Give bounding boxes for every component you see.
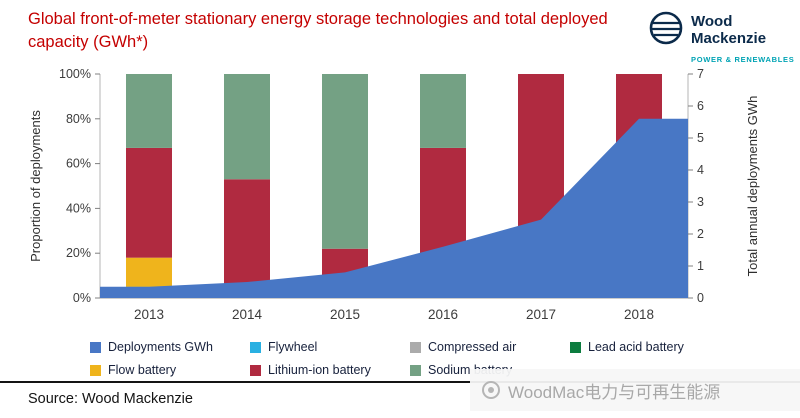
legend-item: Deployments GWh xyxy=(90,340,250,354)
left-tick-label: 40% xyxy=(66,201,91,215)
left-tick-label: 20% xyxy=(66,246,91,260)
left-tick-label: 0% xyxy=(73,291,91,305)
legend-label: Compressed air xyxy=(428,340,517,354)
category-label: 2014 xyxy=(232,307,263,322)
legend-swatch xyxy=(90,364,101,376)
logo-name: Wood Mackenzie xyxy=(691,13,767,47)
right-tick-label: 3 xyxy=(697,195,704,209)
legend-label: Flow battery xyxy=(108,363,177,377)
bar-segment xyxy=(126,74,172,148)
chart-legend: Deployments GWh Flywheel Compressed air Lea… xyxy=(90,340,770,386)
watermark-text: WoodMac电力与可再生能源 xyxy=(508,382,721,402)
watermark-icon xyxy=(482,381,500,399)
bar-segment xyxy=(322,74,368,249)
legend-swatch xyxy=(410,341,421,353)
deployments-area xyxy=(100,118,688,298)
legend-swatch xyxy=(250,364,261,376)
category-label: 2017 xyxy=(526,307,556,322)
legend-item: Flywheel xyxy=(250,340,410,354)
right-tick-label: 1 xyxy=(697,259,704,273)
chart-title: Global front-of-meter stationary energy … xyxy=(28,10,608,52)
category-label: 2016 xyxy=(428,307,458,322)
right-tick-label: 6 xyxy=(697,99,704,113)
legend-item: Lithium-ion battery xyxy=(250,363,410,377)
left-tick-label: 60% xyxy=(66,157,91,171)
category-label: 2018 xyxy=(624,307,654,322)
bar-segment xyxy=(420,74,466,148)
bar-segment xyxy=(224,74,270,180)
footer-divider xyxy=(0,381,800,383)
legend-label: Flywheel xyxy=(268,340,318,354)
category-label: 2015 xyxy=(330,307,360,322)
left-tick-label: 80% xyxy=(66,112,91,126)
woodmac-logo: Wood Mackenzie POWER & RENEWABLES xyxy=(648,10,794,64)
right-tick-label: 7 xyxy=(697,67,704,81)
legend-swatch xyxy=(90,341,101,353)
legend-swatch xyxy=(570,341,581,353)
woodmac-globe-icon xyxy=(648,10,684,51)
legend-swatch xyxy=(410,364,421,376)
right-tick-label: 2 xyxy=(697,227,704,241)
legend-label: Lithium-ion battery xyxy=(268,363,371,377)
right-tick-label: 0 xyxy=(697,291,704,305)
right-tick-label: 5 xyxy=(697,131,704,145)
logo-tagline: POWER & RENEWABLES xyxy=(691,55,795,64)
stacked-bar-area-chart: 0% 20% 40% 60% 80% 100% 0 1 2 3 4 5 6 7 2013 2014 2015 20… xyxy=(28,67,760,322)
left-axis-title: Proportion of deployments xyxy=(28,110,43,262)
legend-row: Deployments GWh Flywheel Compressed air Lea… xyxy=(90,340,770,354)
legend-swatch xyxy=(250,341,261,353)
category-label: 2013 xyxy=(134,307,164,322)
right-tick-label: 4 xyxy=(697,163,704,177)
source-note: Source: Wood Mackenzie xyxy=(28,391,193,407)
bar-segment xyxy=(126,257,172,287)
legend-label: Lead acid battery xyxy=(588,340,684,354)
bar-segment xyxy=(126,147,172,258)
bar-segment xyxy=(224,179,270,292)
watermark: WoodMac电力与可再生能源 xyxy=(470,369,800,411)
legend-item: Compressed air xyxy=(410,340,570,354)
legend-label: Deployments GWh xyxy=(108,340,213,354)
left-tick-label: 100% xyxy=(59,67,91,81)
legend-item: Flow battery xyxy=(90,363,250,377)
right-axis-title: Total annual deployments GWh xyxy=(745,96,760,277)
legend-item: Lead acid battery xyxy=(570,340,730,354)
